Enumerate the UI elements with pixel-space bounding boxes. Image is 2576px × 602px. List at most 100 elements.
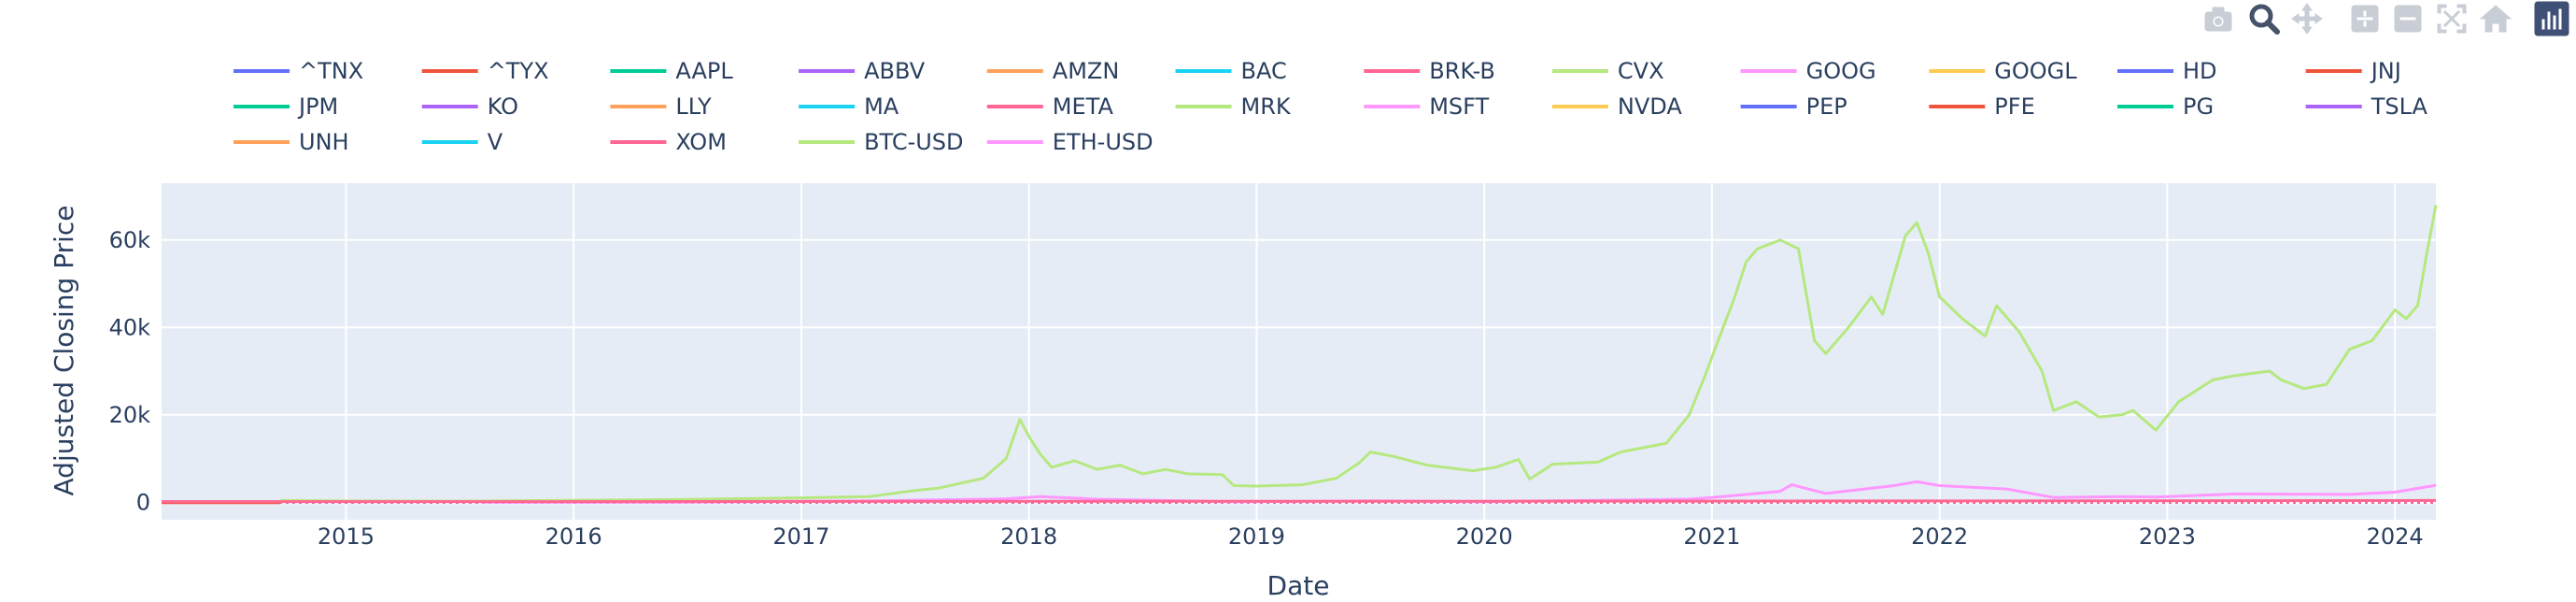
legend-item[interactable]: GOOG xyxy=(1740,58,1876,84)
legend-item[interactable]: KO xyxy=(421,93,518,120)
legend-item[interactable]: TSLA xyxy=(2305,93,2428,120)
series-line-eth-usd[interactable] xyxy=(482,480,2437,504)
legend-label: MA xyxy=(864,93,899,120)
pan-icon xyxy=(2291,3,2323,35)
x-tick-label: 2017 xyxy=(772,523,829,550)
legend-item[interactable]: HD xyxy=(2117,58,2217,84)
legend-item[interactable]: ETH-USD xyxy=(986,129,1154,155)
x-tick-label: 2018 xyxy=(1000,523,1057,550)
legend-label: MRK xyxy=(1241,93,1292,120)
zoom-out-button[interactable] xyxy=(2389,0,2427,37)
legend-label: ^TNX xyxy=(299,58,363,84)
legend-label: META xyxy=(1053,93,1114,120)
modebar xyxy=(2165,0,2576,37)
legend-item[interactable]: AAPL xyxy=(610,58,733,84)
reset-axes-button[interactable] xyxy=(2477,0,2514,37)
legend-item[interactable]: BAC xyxy=(1175,58,1287,84)
legend-label: XOM xyxy=(675,129,727,155)
legend-label: GOOGL xyxy=(1994,58,2077,84)
legend-item[interactable]: JPM xyxy=(234,93,338,120)
legend-item[interactable]: CVX xyxy=(1551,58,1664,84)
pan-button[interactable] xyxy=(2288,0,2326,37)
legend-item[interactable]: MSFT xyxy=(1364,93,1490,120)
zoom-button[interactable] xyxy=(2245,0,2283,37)
legend-label: BAC xyxy=(1241,58,1287,84)
zoom-icon xyxy=(2249,4,2280,35)
series-line-btc-usd[interactable] xyxy=(279,205,2438,503)
legend-item[interactable]: BRK-B xyxy=(1364,58,1495,84)
legend-item[interactable]: PEP xyxy=(1740,93,1847,120)
x-tick-label: 2015 xyxy=(318,523,375,550)
plot-area[interactable] xyxy=(162,183,2436,520)
legend-label: BRK-B xyxy=(1429,58,1495,84)
x-tick-label: 2020 xyxy=(1456,523,1513,550)
legend-label: PEP xyxy=(1806,93,1847,120)
legend-item[interactable]: PG xyxy=(2117,93,2214,120)
zoom-in-button[interactable] xyxy=(2346,0,2384,37)
y-tick-label: 20k xyxy=(109,402,151,428)
y-tick-label: 0 xyxy=(136,489,150,515)
legend-item[interactable]: BTC-USD xyxy=(799,129,964,155)
x-tick-label: 2019 xyxy=(1228,523,1285,550)
legend-label: HD xyxy=(2183,58,2217,84)
legend-item[interactable]: GOOGL xyxy=(1929,58,2077,84)
y-tick-label: 40k xyxy=(109,314,151,340)
legend-label: TSLA xyxy=(2371,93,2428,120)
legend: ^TNX ^TYX AAPL ABBV AMZN BAC BRK-B CVX GOOG GOOGL… xyxy=(234,58,2428,155)
autoscale-button[interactable] xyxy=(2433,0,2470,37)
legend-item[interactable]: NVDA xyxy=(1551,93,1682,120)
y-axis-ticks: 0 20k 40k 60k xyxy=(109,227,151,516)
series-line-brk-b[interactable] xyxy=(161,498,2437,504)
legend-label: BTC-USD xyxy=(864,129,963,155)
legend-label: PFE xyxy=(1994,93,2034,120)
legend-label: AMZN xyxy=(1053,58,1120,84)
legend-label: PG xyxy=(2183,93,2214,120)
legend-item[interactable]: META xyxy=(986,93,1114,120)
download-png-button[interactable] xyxy=(2200,0,2237,37)
x-axis-ticks: 2015 2016 2017 2018 2019 2020 2021 2022 2023 2024 xyxy=(318,523,2424,550)
legend-item[interactable]: AMZN xyxy=(986,58,1120,84)
legend-item[interactable]: V xyxy=(421,129,503,155)
legend-item[interactable]: MRK xyxy=(1175,93,1292,120)
x-tick-label: 2023 xyxy=(2139,523,2196,550)
legend-label: AAPL xyxy=(675,58,733,84)
legend-label: UNH xyxy=(299,129,349,155)
legend-label: ABBV xyxy=(864,58,926,84)
legend-label: NVDA xyxy=(1618,93,1682,120)
x-axis-title: Date xyxy=(1267,570,1330,601)
y-tick-label: 60k xyxy=(109,227,151,253)
x-tick-label: 2016 xyxy=(545,523,602,550)
legend-label: MSFT xyxy=(1429,93,1489,120)
legend-item[interactable]: LLY xyxy=(610,93,712,120)
legend-label: KO xyxy=(488,93,518,120)
legend-item[interactable]: MA xyxy=(799,93,899,120)
legend-label: LLY xyxy=(675,93,712,120)
legend-item[interactable]: XOM xyxy=(610,129,727,155)
x-tick-label: 2021 xyxy=(1683,523,1740,550)
legend-label: GOOG xyxy=(1806,58,1876,84)
x-tick-label: 2022 xyxy=(1911,523,1968,550)
legend-label: V xyxy=(488,129,503,155)
home-icon xyxy=(2479,5,2512,33)
autoscale-icon xyxy=(2437,4,2467,34)
legend-label: JPM xyxy=(297,93,338,120)
zoom-out-icon xyxy=(2394,5,2422,33)
zoom-in-icon xyxy=(2351,5,2379,33)
series-lines xyxy=(161,205,2438,505)
legend-item[interactable]: PFE xyxy=(1929,93,2035,120)
plotly-logo-button[interactable] xyxy=(2533,0,2570,37)
legend-item[interactable]: UNH xyxy=(234,129,349,155)
legend-item[interactable]: JNJ xyxy=(2305,58,2401,84)
plotly-logo-icon xyxy=(2534,1,2569,36)
legend-item[interactable]: ^TNX xyxy=(234,58,363,84)
legend-label: CVX xyxy=(1618,58,1664,84)
legend-label: ETH-USD xyxy=(1053,129,1154,155)
legend-label: ^TYX xyxy=(488,58,549,84)
x-tick-label: 2024 xyxy=(2367,523,2424,550)
legend-item[interactable]: ABBV xyxy=(799,58,926,84)
camera-icon xyxy=(2204,7,2232,32)
legend-label: JNJ xyxy=(2370,58,2401,84)
y-axis-title: Adjusted Closing Price xyxy=(49,206,79,496)
legend-item[interactable]: ^TYX xyxy=(421,58,549,84)
